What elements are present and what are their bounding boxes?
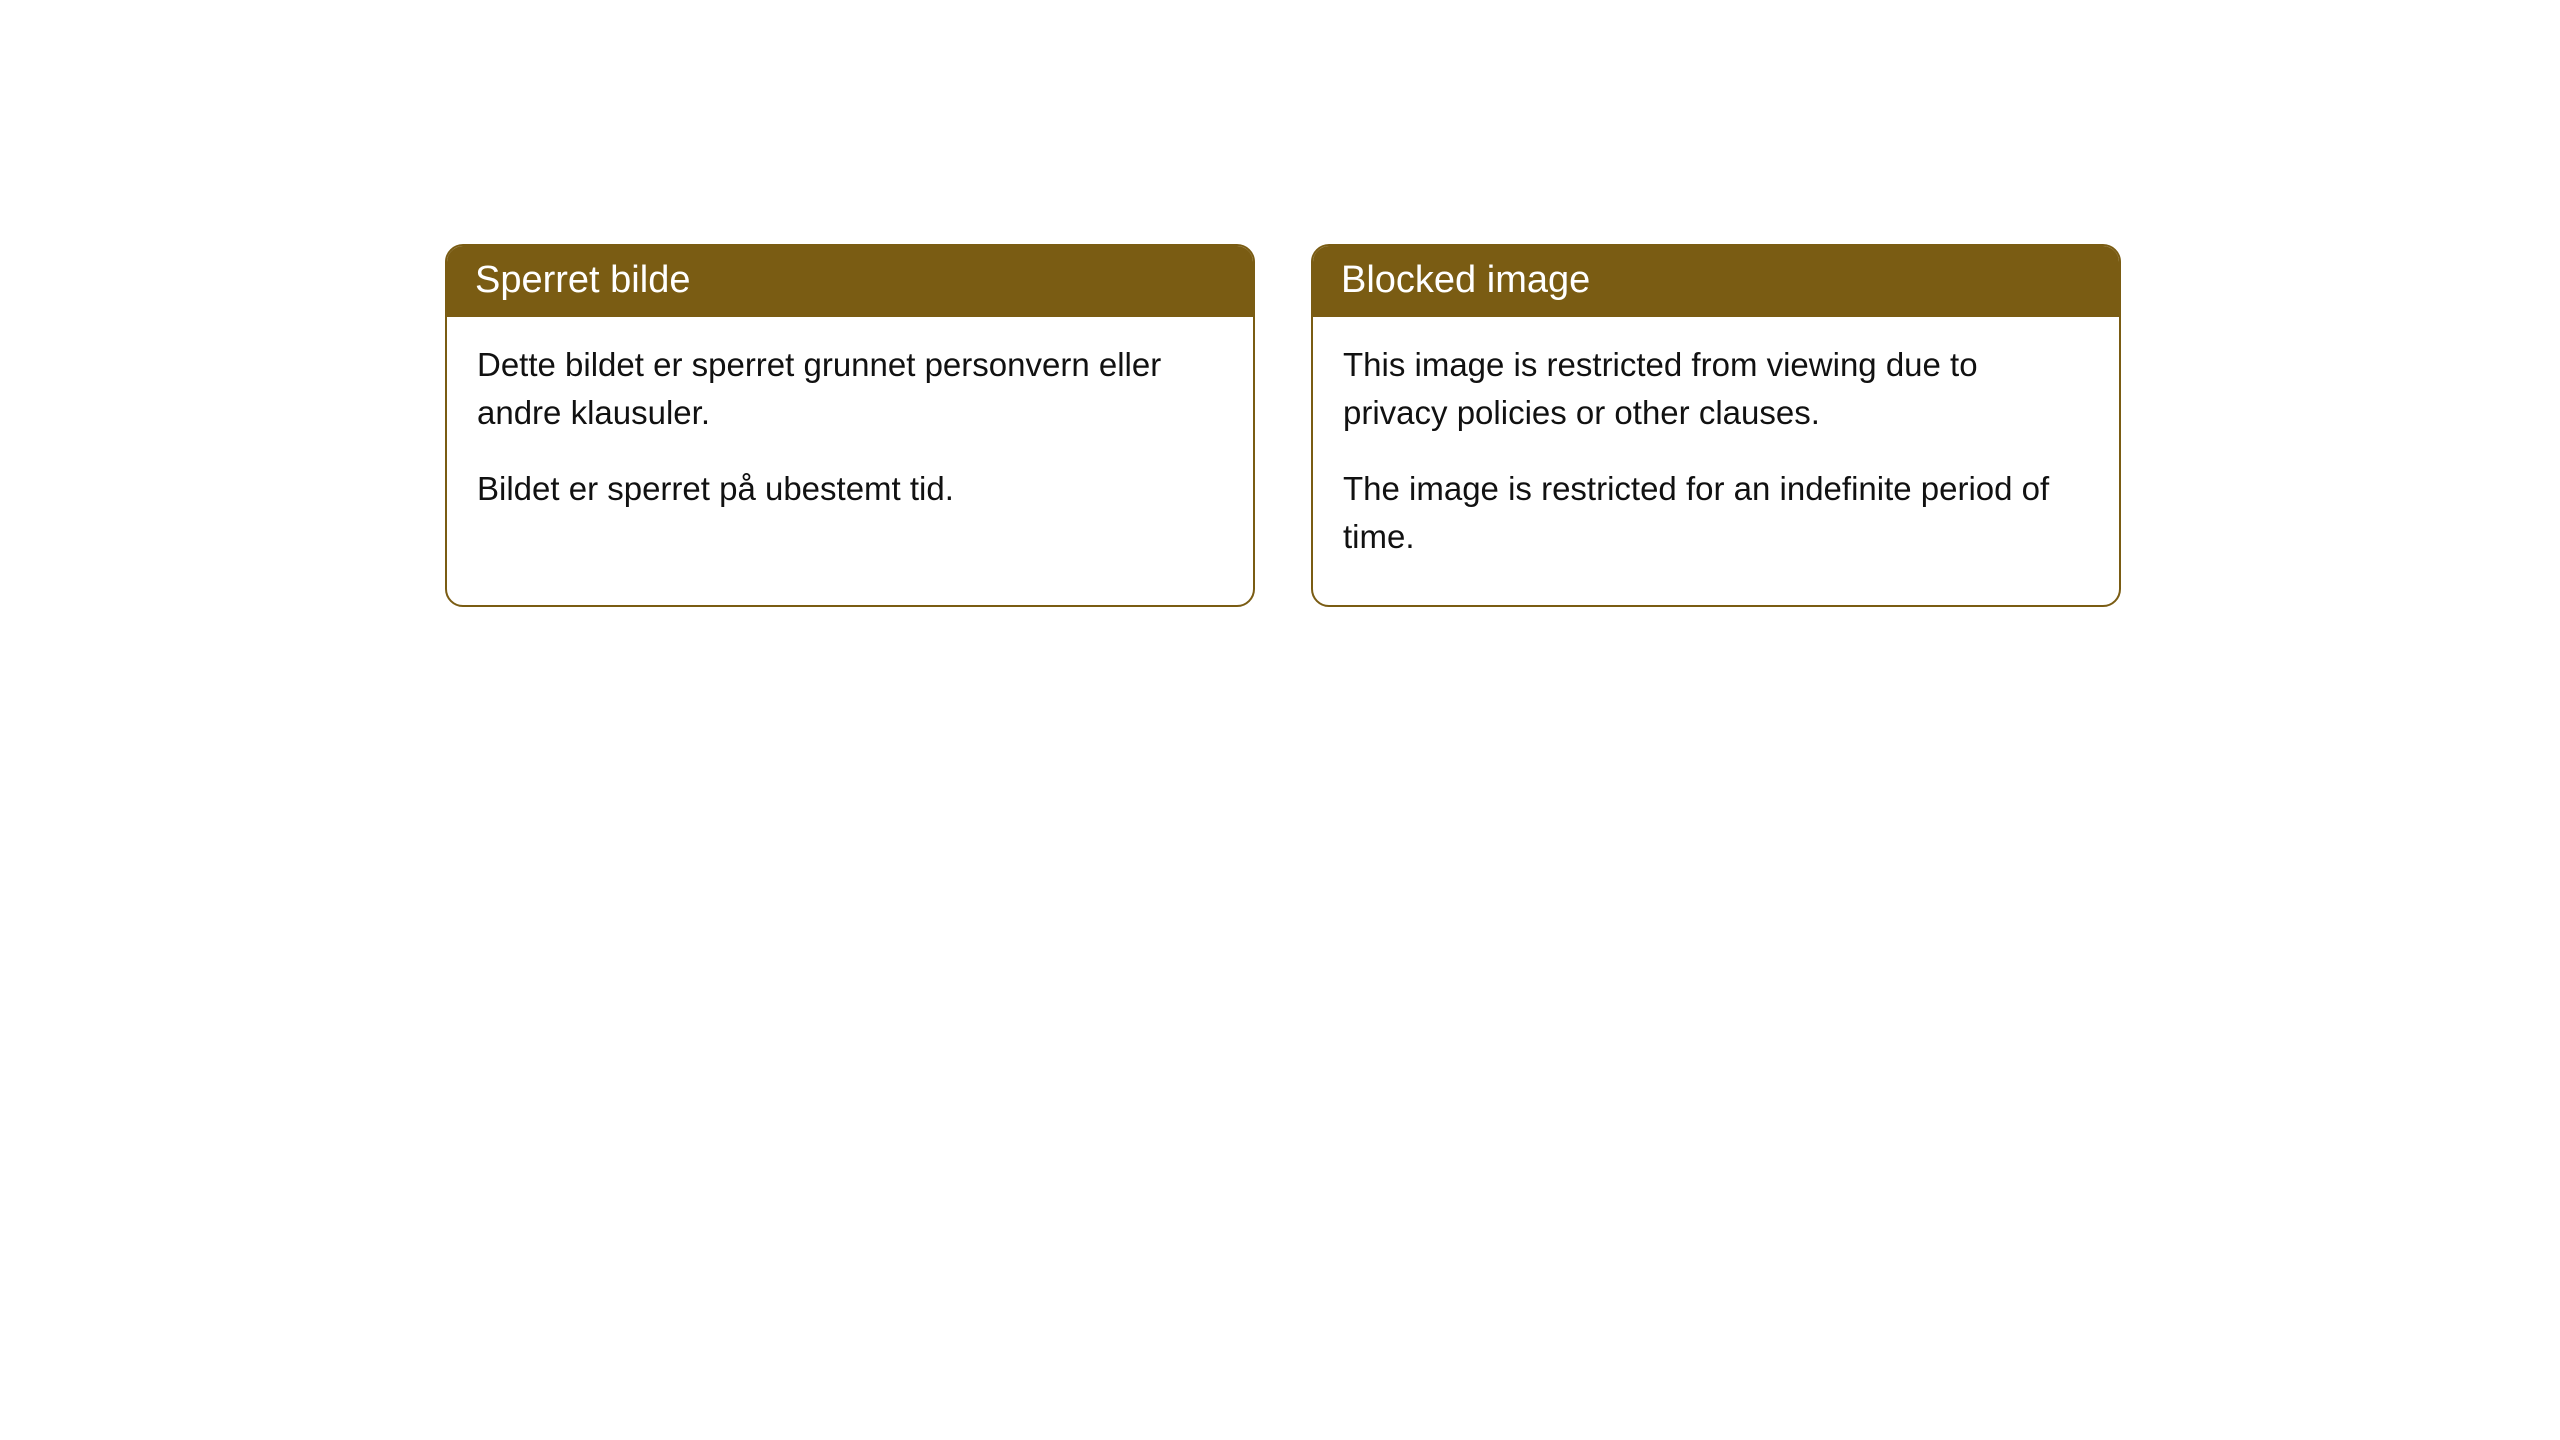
notice-text-english-2: The image is restricted for an indefinit… xyxy=(1343,465,2089,561)
notice-text-english-1: This image is restricted from viewing du… xyxy=(1343,341,2089,437)
notice-text-norwegian-2: Bildet er sperret på ubestemt tid. xyxy=(477,465,1223,513)
blocked-image-card-norwegian: Sperret bilde Dette bildet er sperret gr… xyxy=(445,244,1255,607)
card-body-english: This image is restricted from viewing du… xyxy=(1313,317,2119,604)
notice-text-norwegian-1: Dette bildet er sperret grunnet personve… xyxy=(477,341,1223,437)
card-body-norwegian: Dette bildet er sperret grunnet personve… xyxy=(447,317,1253,557)
blocked-image-card-english: Blocked image This image is restricted f… xyxy=(1311,244,2121,607)
card-header-norwegian: Sperret bilde xyxy=(447,246,1253,317)
card-header-english: Blocked image xyxy=(1313,246,2119,317)
notice-container: Sperret bilde Dette bildet er sperret gr… xyxy=(0,0,2560,607)
